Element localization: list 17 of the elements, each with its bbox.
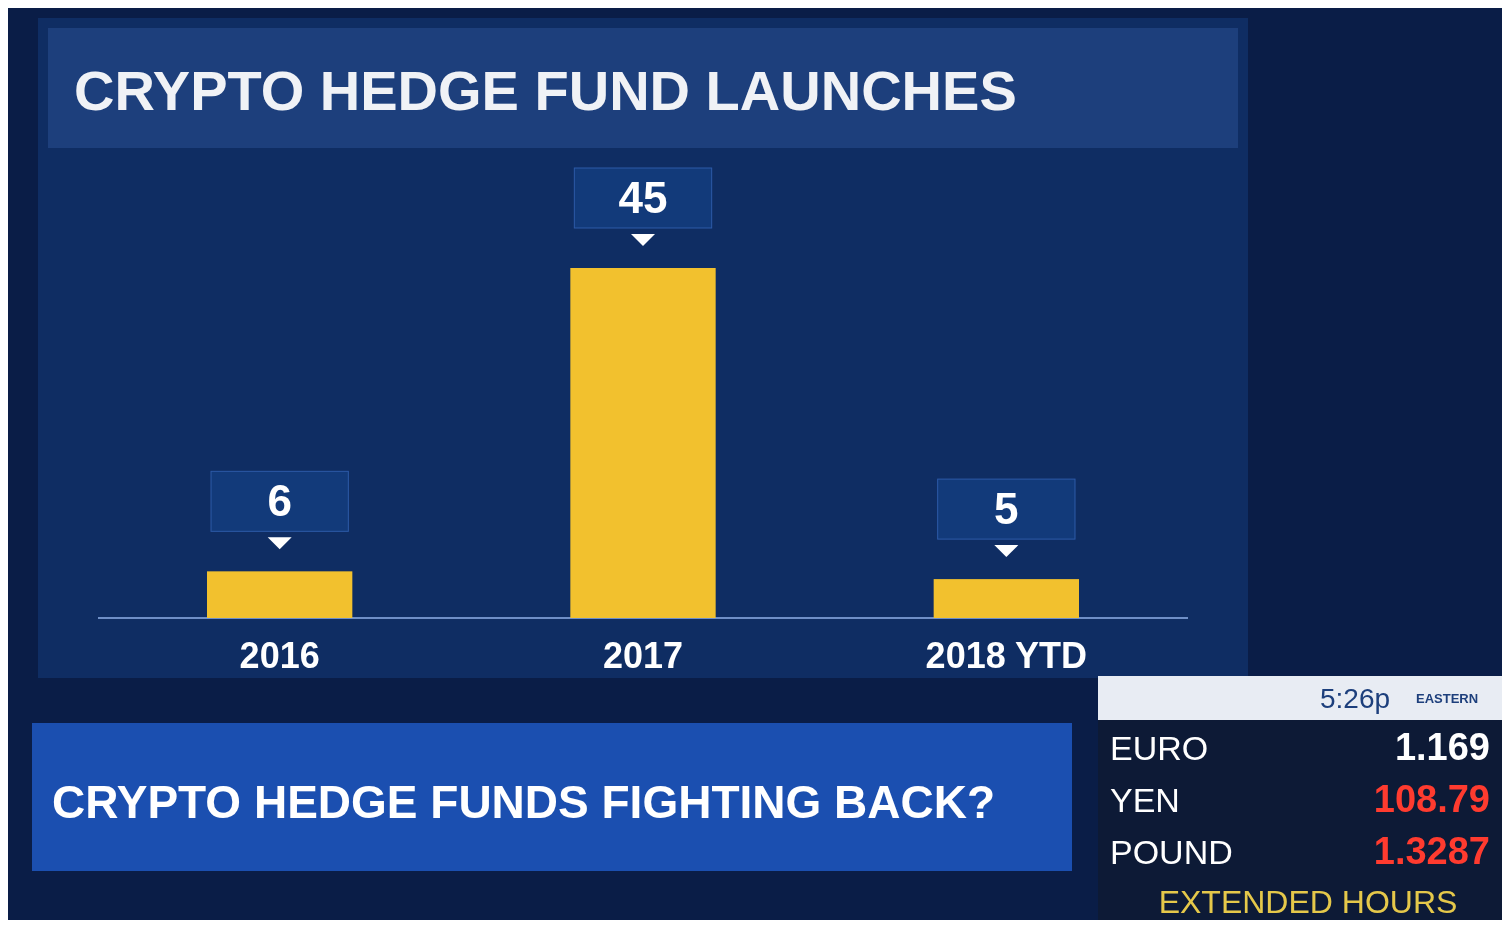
data-label: 6: [267, 476, 292, 526]
text: 1.3287: [1373, 830, 1490, 872]
text: YEN: [1110, 781, 1180, 819]
text: 108.79: [1373, 778, 1490, 820]
x-tick-label: 2016: [239, 635, 320, 676]
x-tick-label: 2018 YTD: [925, 635, 1088, 676]
text: 5:26p: [1320, 683, 1391, 714]
text: EXTENDED HOURS: [1158, 884, 1458, 920]
text: EURO: [1110, 729, 1209, 767]
text: 1.169: [1394, 726, 1490, 768]
chart-title: CRYPTO HEDGE FUND LAUNCHES: [74, 59, 1017, 122]
data-label: 5: [994, 484, 1019, 534]
text: POUND: [1110, 833, 1233, 871]
text: CRYPTO HEDGE FUNDS FIGHTING BACK?: [52, 776, 996, 828]
text: EASTERN: [1416, 691, 1479, 706]
x-tick-label: 2017: [602, 635, 684, 676]
data-label: 45: [618, 173, 668, 222]
